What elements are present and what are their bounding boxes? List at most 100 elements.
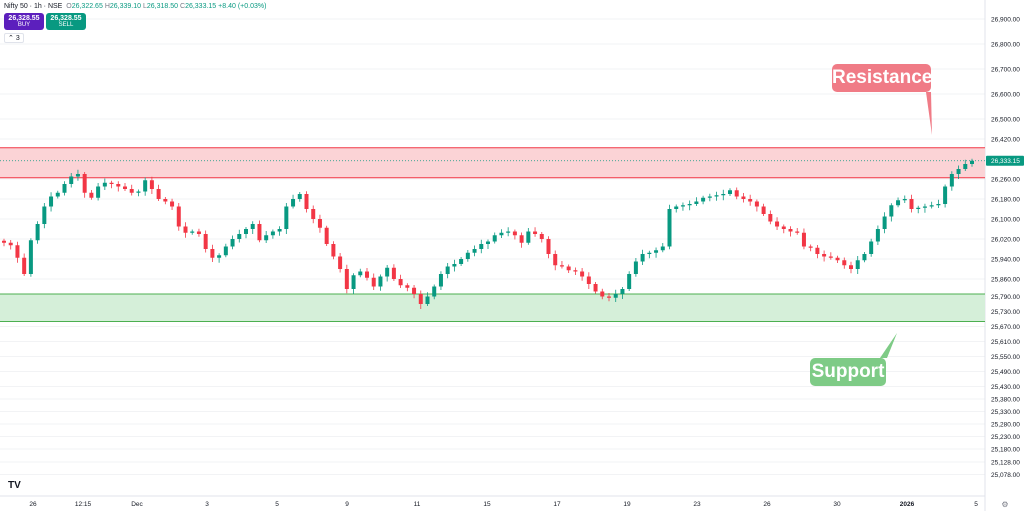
- resistance-zone: [0, 147, 985, 178]
- candle-body: [667, 209, 672, 247]
- candle-body: [741, 196, 746, 199]
- candle-body: [15, 245, 20, 258]
- candle-body: [136, 191, 141, 193]
- candle-body: [42, 206, 47, 224]
- y-tick-label: 26,800.00: [991, 42, 1020, 49]
- y-tick-label: 25,128.00: [991, 460, 1020, 467]
- candle-body: [781, 226, 786, 229]
- candle-body: [842, 260, 847, 266]
- candle-body: [526, 231, 531, 243]
- y-tick-label: 25,280.00: [991, 422, 1020, 429]
- y-tick-label: 25,550.00: [991, 354, 1020, 361]
- candle-body: [761, 206, 766, 214]
- candle-body: [210, 249, 215, 258]
- candle-body: [828, 256, 833, 258]
- candle-body: [344, 269, 349, 289]
- candle-body: [351, 275, 356, 289]
- candle-body: [533, 231, 538, 234]
- y-tick-label: 25,730.00: [991, 309, 1020, 316]
- x-tick-label: 26: [763, 501, 771, 508]
- buy-button[interactable]: 26,328.55 BUY: [4, 13, 44, 30]
- candle-body: [600, 291, 605, 297]
- y-tick-label: 26,100.00: [991, 217, 1020, 224]
- candle-body: [432, 286, 437, 297]
- candle-body: [654, 250, 659, 253]
- candle-body: [855, 260, 860, 269]
- last-price-label: 26,333.15: [991, 158, 1020, 165]
- candle-body: [190, 231, 195, 233]
- candle-body: [889, 205, 894, 217]
- y-tick-label: 25,430.00: [991, 384, 1020, 391]
- y-tick-label: 26,500.00: [991, 117, 1020, 124]
- candle-body: [721, 194, 726, 196]
- indicators-collapse-button[interactable]: ⌃ 3: [4, 33, 24, 43]
- x-tick-label: 15: [483, 501, 491, 508]
- candle-body: [586, 276, 591, 284]
- x-tick-label: 9: [345, 501, 349, 508]
- candle-body: [822, 254, 827, 257]
- candle-body: [970, 160, 974, 164]
- candle-body: [452, 264, 457, 267]
- x-tick-label: 12:15: [75, 501, 92, 508]
- candle-body: [734, 190, 739, 197]
- candle-body: [613, 294, 618, 298]
- settings-gear-icon[interactable]: ⚙: [1001, 500, 1008, 509]
- sell-button[interactable]: 26,328.55 SELL: [46, 13, 86, 30]
- candle-body: [728, 190, 732, 194]
- x-tick-label: 30: [833, 501, 841, 508]
- y-tick-label: 25,380.00: [991, 397, 1020, 404]
- candle-body: [2, 240, 6, 243]
- candle-body: [788, 229, 793, 232]
- high-value: 26,339.10: [109, 3, 142, 10]
- support-zone: [0, 294, 985, 322]
- candle-body: [123, 186, 127, 189]
- x-tick-label: 19: [623, 501, 631, 508]
- candle-body: [203, 234, 208, 249]
- candle-body: [869, 241, 874, 254]
- candle-body: [250, 224, 255, 229]
- candle-body: [499, 232, 504, 236]
- candle-body: [277, 229, 282, 232]
- candle-body: [149, 180, 154, 189]
- candle-body: [385, 267, 390, 277]
- candle-body: [815, 247, 820, 254]
- sell-price: 26,328.55: [50, 15, 82, 22]
- candle-body: [633, 261, 638, 274]
- candle-body: [264, 235, 269, 241]
- x-tick-label: Dec: [131, 501, 143, 508]
- candle-body: [694, 201, 699, 204]
- candle-body: [170, 201, 175, 207]
- candle-body: [69, 176, 74, 184]
- y-tick-label: 25,490.00: [991, 369, 1020, 376]
- candle-body: [640, 254, 645, 262]
- candle-body: [143, 180, 148, 192]
- candle-body: [902, 199, 907, 201]
- candle-body: [8, 242, 13, 246]
- support-callout: Support: [810, 358, 886, 386]
- candle-body: [102, 182, 107, 187]
- candle-body: [317, 219, 322, 228]
- candle-body: [82, 174, 87, 193]
- candle-body: [398, 279, 403, 286]
- symbol-legend: Nifty 50 · 1h · NSE O26,322.65 H26,339.1…: [4, 3, 266, 10]
- candle-body: [196, 231, 201, 234]
- candle-body: [627, 274, 632, 289]
- open-label: O: [66, 3, 72, 10]
- indicator-count: 3: [15, 35, 20, 42]
- y-tick-label: 26,900.00: [991, 17, 1020, 24]
- candle-body: [963, 164, 968, 169]
- candle-body: [506, 231, 511, 233]
- candle-body: [223, 246, 228, 256]
- y-tick-label: 26,420.00: [991, 137, 1020, 144]
- y-tick-label: 25,230.00: [991, 434, 1020, 441]
- candle-body: [338, 256, 343, 269]
- candle-body: [257, 224, 262, 241]
- candle-body: [566, 266, 571, 271]
- candle-body: [559, 265, 564, 267]
- candle-body: [22, 257, 27, 274]
- candle-body: [418, 294, 423, 304]
- candle-body: [311, 209, 316, 219]
- x-tick-label: 2026: [900, 501, 915, 508]
- candle-body: [284, 206, 289, 229]
